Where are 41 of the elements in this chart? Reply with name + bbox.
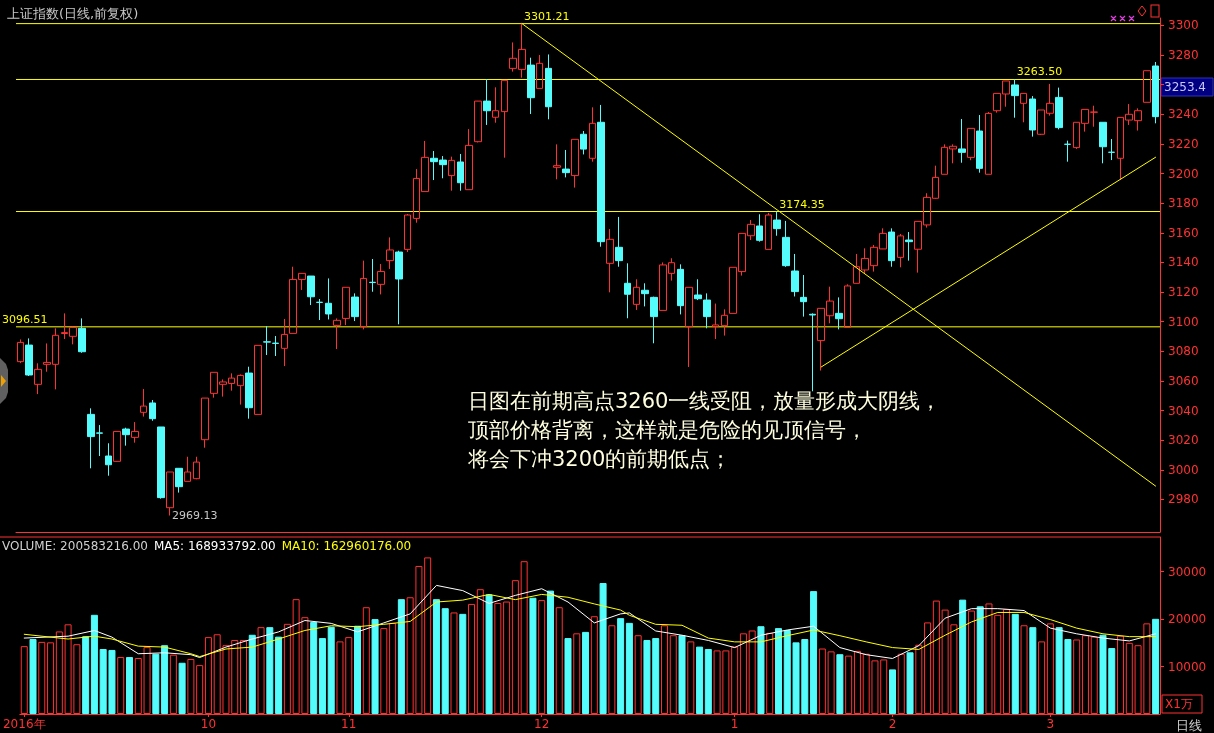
y-tick-label: 3040 [1168,403,1199,418]
y-tick-label: 3240 [1168,107,1199,122]
annotation: 2969.13 [172,509,218,522]
y-tick-label: 3000 [1168,462,1199,477]
annotation: MA5: 168933792.00 [153,539,276,553]
ref-line-label: 3301.21 [524,9,570,23]
y-tick-label: 2980 [1168,492,1199,507]
x-tick-label: 2016年 [2,717,46,731]
y-tick-label: 3020 [1168,433,1199,448]
y-tick-label: 3100 [1168,314,1199,329]
y-tick-label: 3080 [1168,344,1199,359]
y-tick-label: 3180 [1168,196,1199,211]
text: 日线 [1176,717,1202,733]
x-tick-label: 2 [888,717,897,731]
annotation: 将会下冲3200的前期低点； [467,446,732,471]
annotation: 顶部价格背离，这样就是危险的见顶信号， [468,417,867,442]
y-tick-label: 3200 [1168,166,1199,181]
y-tick-label: 3280 [1168,48,1199,63]
x-tick-label: 10 [200,717,217,731]
x-tick-label: 12 [534,717,550,731]
y-tick-label: 30000 [1168,564,1207,579]
y-tick-label: 10000 [1168,659,1207,674]
annotation: VOLUME: 200583216.00 [2,539,148,553]
ref-line-label: 3096.51 [2,312,48,326]
text: 3253.4 [1164,80,1206,94]
annotation: MA10: 162960176.00 [281,539,412,553]
x-tick-label: 1 [730,717,739,731]
y-tick-label: 3060 [1168,373,1199,388]
y-tick-label: 3160 [1168,225,1199,240]
y-tick-label: 20000 [1168,612,1207,627]
y-tick-label: 3220 [1168,136,1199,151]
ref-line-label: 3263.50 [1016,65,1063,79]
y-tick-label: 3140 [1168,255,1199,270]
y-tick-label: 3300 [1168,18,1199,33]
x-tick-label: 3 [1046,717,1055,731]
x-tick-label: 11 [341,717,357,731]
y-tick-label: 3120 [1168,285,1199,300]
annotation: 日图在前期高点3260一线受阻，放量形成大阴线， [468,388,942,413]
chart-title: 上证指数(日线,前复权) [7,6,139,21]
ref-line-label: 3174.35 [779,197,825,211]
y-axis-title: X1万 [1165,697,1193,711]
